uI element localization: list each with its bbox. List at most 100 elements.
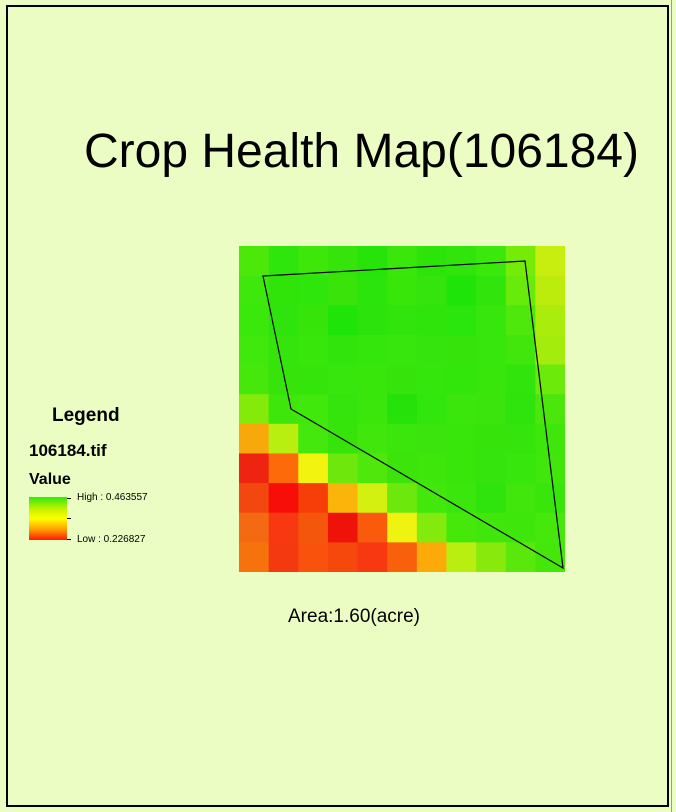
legend-mid-tick: [67, 518, 71, 519]
raster-cell: [327, 334, 359, 366]
raster-cell: [239, 453, 270, 484]
raster-cell: [476, 542, 507, 572]
raster-cell: [535, 275, 565, 306]
raster-cell: [535, 394, 565, 425]
legend-field-name: Value: [29, 471, 71, 488]
raster-cell: [446, 246, 477, 277]
raster-cell: [505, 453, 536, 484]
legend-high-label: High : 0.463557: [77, 492, 148, 503]
raster-cell: [387, 483, 418, 514]
neatline-border: [6, 5, 669, 807]
raster-cell: [268, 305, 299, 336]
raster-cells: [239, 246, 565, 572]
raster-cell: [357, 334, 388, 366]
raster-cell: [268, 275, 299, 306]
raster-cell: [505, 364, 536, 395]
raster-cell: [239, 246, 270, 277]
raster-cell: [239, 275, 270, 306]
raster-cell: [387, 275, 418, 306]
raster-cell: [387, 542, 418, 572]
raster-cell: [446, 305, 477, 336]
raster-cell: [357, 246, 388, 277]
page-edge-rule: [671, 0, 672, 812]
raster-cell: [476, 423, 507, 455]
raster-cell: [505, 542, 536, 572]
raster-cell: [357, 364, 388, 395]
legend-high-tick: [67, 498, 71, 499]
raster-cell: [357, 453, 388, 484]
raster-cell: [357, 423, 388, 455]
raster-cell: [239, 305, 270, 336]
raster-cell: [505, 512, 536, 543]
legend-color-ramp: [29, 497, 67, 540]
raster-cell: [476, 512, 507, 543]
raster-cell: [535, 305, 565, 336]
raster-cell: [239, 334, 270, 366]
raster-cell: [505, 334, 536, 366]
raster-cell: [387, 364, 418, 395]
raster-cell: [239, 483, 270, 514]
raster-cell: [505, 275, 536, 306]
raster-cell: [476, 364, 507, 395]
legend-low-label: Low : 0.226827: [77, 534, 146, 545]
raster-cell: [416, 246, 448, 277]
raster-cell: [416, 364, 448, 395]
raster-cell: [298, 394, 329, 425]
legend-title: Legend: [52, 405, 120, 426]
raster-cell: [446, 423, 477, 455]
legend-low-tick: [67, 539, 71, 540]
raster-cell: [268, 246, 299, 277]
raster-cell: [239, 364, 270, 395]
raster-cell: [298, 305, 329, 336]
raster-cell: [327, 305, 359, 336]
raster-cell: [535, 364, 565, 395]
raster-cell: [268, 512, 299, 543]
raster-cell: [387, 423, 418, 455]
raster-cell: [505, 394, 536, 425]
raster-cell: [416, 542, 448, 572]
raster-cell: [357, 483, 388, 514]
raster-cell: [298, 334, 329, 366]
raster-cell: [535, 423, 565, 455]
raster-cell: [476, 334, 507, 366]
raster-cell: [327, 364, 359, 395]
raster-cell: [476, 453, 507, 484]
raster-cell: [298, 423, 329, 455]
raster-cell: [446, 364, 477, 395]
raster-cell: [327, 512, 359, 543]
raster-cell: [298, 512, 329, 543]
raster-cell: [535, 246, 565, 277]
raster-cell: [416, 275, 448, 306]
raster-cell: [268, 394, 299, 425]
raster-cell: [268, 364, 299, 395]
map-title: Crop Health Map(106184): [84, 125, 639, 178]
raster-cell: [476, 483, 507, 514]
crop-health-raster-map: [239, 246, 565, 572]
raster-cell: [535, 512, 565, 543]
raster-cell: [327, 483, 359, 514]
raster-cell: [446, 334, 477, 366]
raster-cell: [298, 542, 329, 572]
raster-cell: [387, 334, 418, 366]
raster-cell: [387, 394, 418, 425]
raster-cell: [446, 275, 477, 306]
raster-cell: [239, 394, 270, 425]
raster-cell: [446, 394, 477, 425]
raster-cell: [298, 364, 329, 395]
raster-cell: [239, 542, 270, 572]
raster-cell: [357, 394, 388, 425]
raster-cell: [387, 453, 418, 484]
raster-cell: [416, 394, 448, 425]
raster-cell: [476, 275, 507, 306]
legend-layer-name: 106184.tif: [29, 441, 107, 460]
raster-cell: [416, 305, 448, 336]
raster-cell: [476, 246, 507, 277]
raster-cell: [298, 246, 329, 277]
raster-cell: [416, 423, 448, 455]
raster-cell: [387, 512, 418, 543]
raster-cell: [476, 394, 507, 425]
raster-cell: [416, 512, 448, 543]
raster-cell: [268, 542, 299, 572]
raster-cell: [327, 542, 359, 572]
raster-cell: [416, 483, 448, 514]
